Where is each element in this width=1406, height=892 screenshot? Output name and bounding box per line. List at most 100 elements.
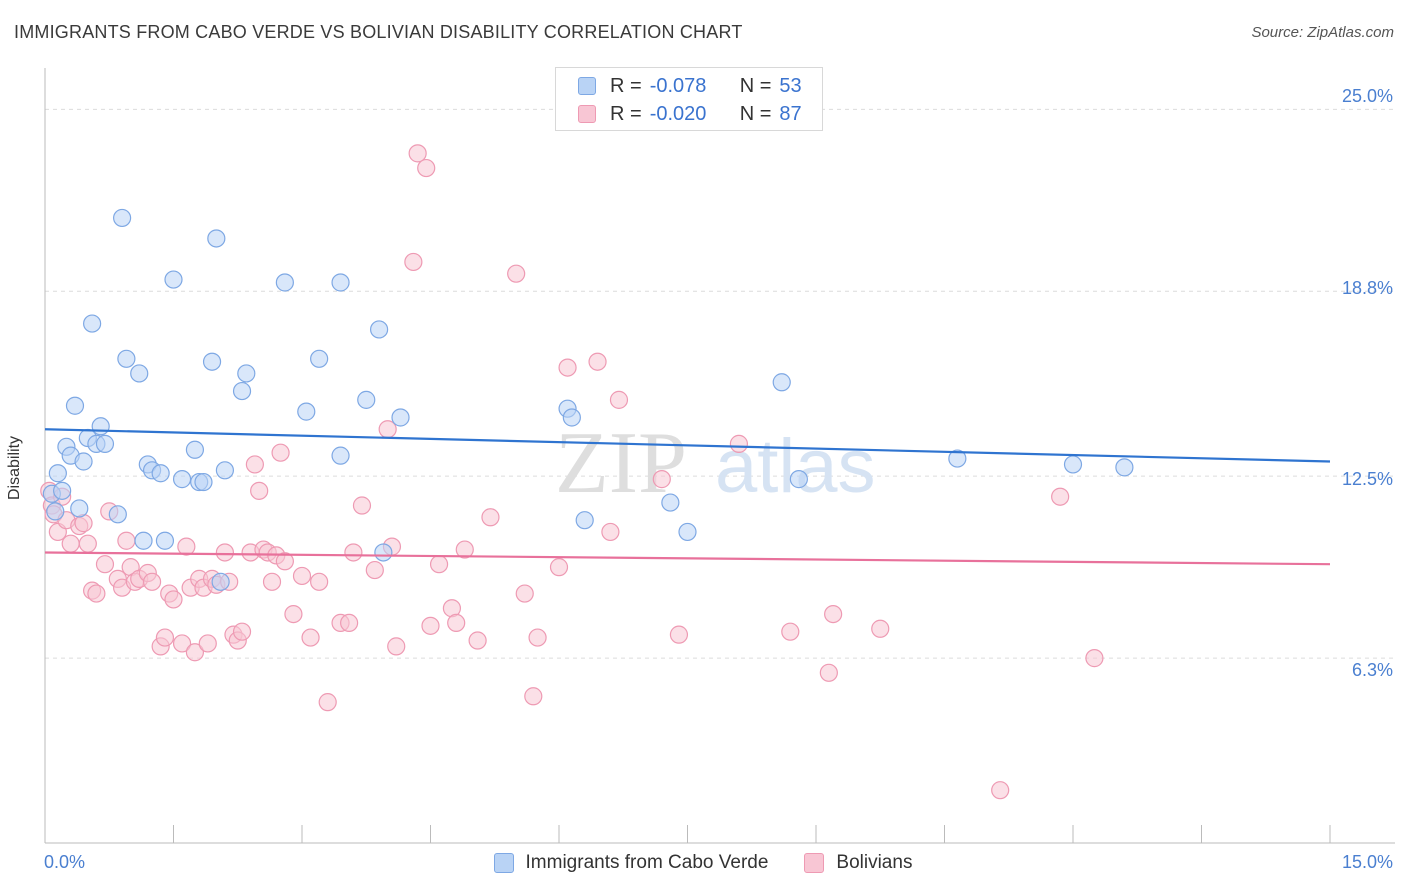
bolivian-point <box>481 508 500 527</box>
pink-trend-line <box>44 551 1331 566</box>
r-label: R = <box>610 74 642 97</box>
blue-trend-line <box>44 428 1331 463</box>
cabo-verde-point <box>164 270 183 289</box>
bolivian-point <box>871 619 890 638</box>
bolivian-point <box>142 572 162 591</box>
bolivian-point <box>1051 487 1070 506</box>
bolivian-point <box>468 631 487 650</box>
bolivian-point <box>652 470 671 489</box>
y-tick-label: 18.8% <box>1341 278 1393 298</box>
bolivian-point <box>365 560 384 580</box>
cabo-verde-point <box>310 349 329 368</box>
bolivian-point <box>344 543 363 562</box>
bolivian-point <box>669 625 689 644</box>
r-label: R = <box>610 102 642 125</box>
cabo-verde-point <box>151 464 170 483</box>
cabo-verde-point <box>74 452 93 471</box>
bolivian-point <box>215 543 234 562</box>
bolivian-point <box>185 643 205 662</box>
blue-swatch-icon <box>578 77 596 95</box>
cabo-verde-point <box>772 373 791 392</box>
stats-row-cabo-verde: R = -0.078 N = 53 <box>578 72 802 100</box>
cabo-verde-point <box>65 396 85 415</box>
x-tick-label-max: 15.0% <box>1341 852 1393 872</box>
bolivian-point <box>429 555 449 574</box>
cabo-verde-point <box>108 505 127 524</box>
r-value: -0.078 <box>649 74 707 97</box>
bolivian-point <box>781 622 800 641</box>
cabo-verde-point <box>134 531 153 550</box>
bolivian-point <box>95 555 115 574</box>
bolivian-point <box>417 158 436 178</box>
bolivian-point <box>318 693 337 712</box>
cabo-verde-point <box>331 273 350 292</box>
bolivian-point <box>292 566 312 586</box>
bolivian-point <box>301 628 320 647</box>
bolivian-point <box>824 604 843 624</box>
cabo-verde-point <box>370 320 389 339</box>
cabo-verde-point <box>211 572 230 591</box>
legend: Immigrants from Cabo Verde Bolivians <box>0 852 1406 874</box>
cabo-verde-point <box>130 364 149 383</box>
cabo-verde-point <box>1115 458 1134 477</box>
bolivian-point <box>387 637 406 656</box>
n-value: 87 <box>779 102 802 125</box>
bolivian-point <box>352 496 372 515</box>
bolivian-point <box>177 537 196 556</box>
legend-item-bolivians[interactable]: Bolivians <box>804 852 912 874</box>
bolivian-point <box>408 144 427 163</box>
bolivian-point <box>87 584 106 603</box>
bolivian-point <box>310 572 329 591</box>
bolivian-point <box>991 781 1010 800</box>
cabo-verde-point <box>53 481 72 500</box>
bolivian-point <box>232 622 252 641</box>
bolivian-point <box>588 352 607 371</box>
bolivian-point <box>609 390 629 409</box>
stats-box: R = -0.078 N = 53 R = -0.020 N = 87 <box>555 67 823 131</box>
bolivian-point <box>275 552 294 571</box>
cabo-verde-point <box>297 402 316 421</box>
bolivian-point <box>198 634 217 653</box>
trend-lines <box>44 428 1331 566</box>
cabo-verde-point <box>575 511 594 530</box>
cabo-verde-point <box>948 449 967 468</box>
bolivian-point <box>524 687 543 706</box>
cabo-verde-point <box>117 349 136 368</box>
cabo-verde-point <box>789 470 808 489</box>
gridlines <box>45 108 1395 659</box>
cabo-verde-point <box>391 408 410 427</box>
legend-item-cabo-verde[interactable]: Immigrants from Cabo Verde <box>493 852 769 874</box>
bolivian-point <box>549 558 569 577</box>
cabo-verde-point <box>194 472 213 492</box>
cabo-verde-point <box>202 352 222 371</box>
source-label: Source: ZipAtlas.com <box>1251 24 1394 41</box>
bolivian-point <box>404 252 423 272</box>
n-value: 53 <box>779 74 802 97</box>
y-tick-label: 6.3% <box>1351 660 1393 680</box>
bolivian-point <box>421 616 440 635</box>
cabo-verde-point <box>661 493 680 512</box>
bolivian-point <box>61 534 80 553</box>
bolivian-point <box>507 264 526 283</box>
cabo-verde-point <box>215 461 234 480</box>
legend-label: Immigrants from Cabo Verde <box>525 852 769 873</box>
bolivian-point <box>819 663 838 682</box>
legend-label: Bolivians <box>836 852 913 873</box>
chart-title: IMMIGRANTS FROM CABO VERDE VS BOLIVIAN D… <box>14 22 743 42</box>
cabo-verde-point <box>232 381 252 401</box>
axes <box>44 68 1395 844</box>
n-label: N = <box>739 102 772 125</box>
bolivian-point <box>164 590 183 609</box>
y-tick-label: 12.5% <box>1341 469 1393 489</box>
stats-row-bolivians: R = -0.020 N = 87 <box>578 100 802 128</box>
cabo-verde-point <box>48 464 67 483</box>
cabo-verde-point <box>83 314 102 333</box>
bolivian-point <box>155 628 175 647</box>
bolivian-point <box>271 443 290 462</box>
bolivian-point <box>558 358 577 377</box>
blue-swatch-icon <box>493 853 514 873</box>
cabo-verde-point <box>237 364 256 383</box>
bolivian-point <box>262 572 282 591</box>
cabo-verde-point <box>1063 455 1083 474</box>
